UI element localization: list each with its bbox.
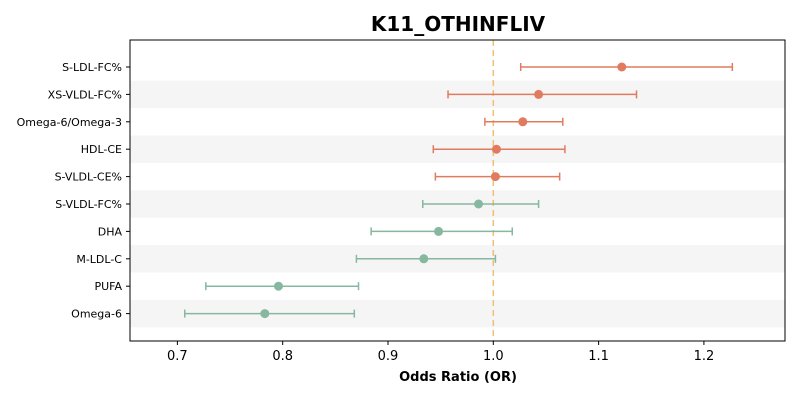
y-tick-label: S-VLDL-FC% [55, 198, 122, 211]
odds-ratio-point [617, 62, 627, 72]
forest-row [205, 281, 360, 291]
y-tick-label: Omega-6 [71, 308, 122, 321]
x-tick-label: 1.2 [694, 349, 715, 364]
x-tick-label: 0.7 [167, 349, 188, 364]
x-tick-label: 0.9 [378, 349, 399, 364]
x-tick-label: 1.1 [588, 349, 609, 364]
odds-ratio-point [260, 309, 270, 319]
forest-row [370, 226, 514, 236]
y-tick-label: S-LDL-FC% [62, 61, 122, 74]
y-tick-label: PUFA [94, 280, 122, 293]
y-tick-label: XS-VLDL-FC% [48, 88, 122, 101]
chart-title: K11_OTHINFLIV [371, 12, 546, 36]
y-tick-label: S-VLDL-CE% [55, 171, 122, 184]
odds-ratio-point [419, 254, 429, 264]
y-tick-label: Omega-6/Omega-3 [17, 116, 122, 129]
y-tick-label: M-LDL-C [76, 253, 122, 266]
odds-ratio-point [518, 117, 528, 127]
x-axis: 0.7 0.8 0.9 1.0 1.1 1.2 [167, 341, 714, 364]
forest-row [434, 172, 561, 182]
y-tick-label: DHA [98, 225, 123, 238]
forest-row [184, 309, 356, 319]
forest-row [447, 89, 638, 99]
data-marks [184, 62, 734, 319]
odds-ratio-point [491, 144, 501, 154]
forest-row [421, 199, 540, 209]
x-tick-label: 0.8 [272, 349, 293, 364]
x-axis-label: Odds Ratio (OR) [399, 370, 517, 385]
forest-row [432, 144, 566, 154]
odds-ratio-point [490, 172, 500, 182]
odds-ratio-point [434, 226, 444, 236]
forest-row [355, 254, 497, 264]
odds-ratio-point [474, 199, 484, 209]
forest-row [519, 62, 734, 72]
axes-frame [129, 39, 786, 342]
y-axis: S-LDL-FC% XS-VLDL-FC% Omega-6/Omega-3 HDL-C… [17, 61, 130, 321]
odds-ratio-point [273, 281, 283, 291]
x-tick-label: 1.0 [483, 349, 504, 364]
odds-ratio-point [534, 89, 544, 99]
y-tick-label: HDL-CE [81, 143, 122, 156]
forest-row [484, 117, 564, 127]
